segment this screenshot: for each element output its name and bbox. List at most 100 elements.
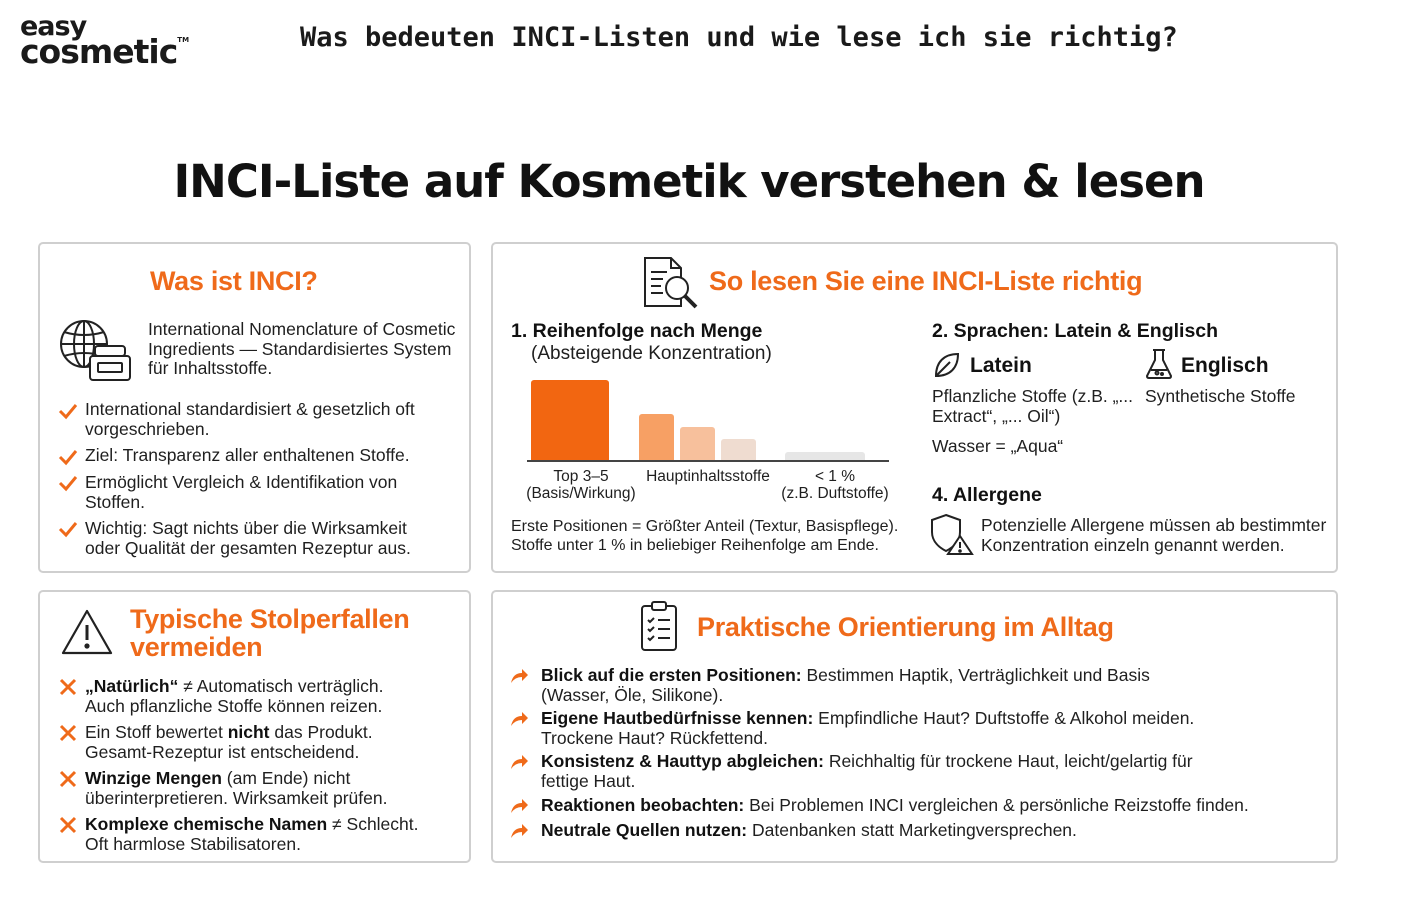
main-heading: INCI-Liste auf Kosmetik verstehen & lese… — [173, 155, 1205, 208]
warning-triangle-icon — [61, 609, 113, 655]
brand-logo[interactable]: easy cosmeticTM — [20, 11, 190, 68]
stolperfalle-item: Winzige Mengen (am Ende) nicht überinter… — [85, 768, 465, 808]
item-line2: (Wasser, Öle, Silikone). — [541, 684, 724, 705]
orientierung-item: Eigene Hautbedürfnisse kennen: Empfindli… — [541, 708, 1331, 748]
stolperfalle-item: „Natürlich“ ≠ Automatisch verträglich. A… — [85, 676, 465, 716]
chart-axis — [527, 460, 889, 462]
check-icon — [58, 476, 78, 492]
latein-desc: Pflanzliche Stoffe (z.B. „... Extract“, … — [932, 386, 1134, 426]
orientierung-item: Konsistenz & Hauttyp abgleichen: Reichha… — [541, 751, 1331, 791]
arrow-icon — [511, 669, 528, 683]
logo-line2: cosmetic — [20, 32, 178, 72]
inci-point: Ziel: Transparenz aller enthaltenen Stof… — [85, 445, 410, 465]
englisch-label: Englisch — [1181, 354, 1269, 377]
check-icon — [58, 522, 78, 538]
item-rest: Bestimmen Haptik, Verträglichkeit und Ba… — [801, 665, 1150, 685]
chart-label-main: Hauptinhaltsstoffe — [646, 468, 770, 485]
item-rest: ≠ Automatisch verträglich. — [178, 676, 384, 696]
item-rest: Reichhaltig für trockene Haut, leicht/ge… — [823, 751, 1193, 771]
card-title: Praktische Orientierung im Alltag — [697, 612, 1114, 642]
label-top: Top 3–5 — [553, 468, 609, 485]
item-line2: überinterpretieren. Wirksamkeit prüfen. — [85, 787, 388, 808]
orientierung-item: Blick auf die ersten Positionen: Bestimm… — [541, 665, 1331, 705]
item-bold: Winzige Mengen — [85, 768, 222, 788]
chart-bar — [721, 439, 756, 462]
card-title: So lesen Sie eine INCI-Liste richtig — [709, 266, 1143, 296]
card-was-ist-inci: Was ist INCI? International Nomenclature… — [38, 242, 471, 573]
reihenfolge-note: Erste Positionen = Größter Anteil (Textu… — [511, 518, 899, 554]
latein-label: Latein — [970, 354, 1032, 377]
orientierung-item: Reaktionen beobachten: Bei Problemen INC… — [541, 795, 1331, 816]
item-bold: „Natürlich“ — [85, 676, 179, 696]
cross-icon — [59, 678, 77, 696]
card-title: Was ist INCI? — [150, 266, 318, 296]
item-line2: Trockene Haut? Rückfettend. — [541, 727, 768, 748]
wasser-aqua: Wasser = „Aqua“ — [932, 436, 1064, 456]
inci-point: International standardisiert & gesetzlic… — [85, 399, 415, 439]
arrow-icon — [511, 799, 528, 813]
shield-warning-icon — [931, 513, 974, 555]
orientierung-item: Neutrale Quellen nutzen: Datenbanken sta… — [541, 820, 1331, 841]
chart-bar — [639, 414, 674, 462]
item-bold: nicht — [227, 722, 270, 742]
item-bold: Reaktionen beobachten: — [541, 795, 745, 815]
item-bold: Konsistenz & Hauttyp abgleichen: — [541, 751, 824, 771]
label-top-sub: (Basis/Wirkung) — [526, 485, 636, 502]
arrow-icon — [511, 824, 528, 838]
item-pre: Ein Stoff bewertet — [85, 722, 228, 742]
page-title: Was bedeuten INCI-Listen und wie lese ic… — [300, 22, 1178, 53]
reihenfolge-subheading: (Absteigende Konzentration) — [531, 343, 772, 364]
item-rest: (am Ende) nicht — [221, 768, 351, 788]
allergene-text: Potenzielle Allergene müssen ab bestimmt… — [981, 515, 1327, 555]
card-title-line2: vermeiden — [130, 632, 263, 662]
cross-icon — [59, 816, 77, 834]
item-line2: Auch pflanzliche Stoffe können reizen. — [85, 695, 383, 716]
chart-label-top: Top 3–5 (Basis/Wirkung) — [523, 468, 639, 502]
item-rest: ≠ Schlecht. — [327, 814, 419, 834]
chart-bar — [785, 452, 865, 462]
item-bold: Neutrale Quellen nutzen: — [541, 820, 748, 840]
label-small: < 1 % — [814, 468, 856, 485]
leaf-icon — [934, 352, 960, 378]
globe-cream-jar-icon — [60, 320, 131, 381]
card-stolperfallen: Typische Stolperfallen vermeiden „Natürl… — [38, 590, 471, 863]
cross-icon — [59, 770, 77, 788]
clipboard-checklist-icon — [641, 601, 677, 651]
card-so-lesen: So lesen Sie eine INCI-Liste richtig 1. … — [491, 242, 1338, 573]
item-line2: fettige Haut. — [541, 770, 636, 791]
sprachen-heading: 2. Sprachen: Latein & Englisch — [932, 320, 1219, 342]
allergene-heading: 4. Allergene — [932, 484, 1042, 506]
item-line2: Gesamt-Rezeptur ist entscheidend. — [85, 741, 360, 762]
cross-icon — [59, 724, 77, 742]
card-title-line1: Typische Stolperfallen — [130, 604, 410, 634]
item-bold: Blick auf die ersten Positionen: — [541, 665, 802, 685]
label-small-sub: (z.B. Duftstoffe) — [781, 485, 889, 502]
arrow-icon — [511, 712, 528, 726]
arrow-icon — [511, 755, 528, 769]
check-icon — [58, 404, 78, 420]
item-rest: Bei Problemen INCI vergleichen & persönl… — [744, 795, 1249, 815]
item-line2: Oft harmlose Stabilisatoren. — [85, 833, 301, 854]
reihenfolge-heading: 1. Reihenfolge nach Menge — [511, 320, 763, 342]
item-rest: Datenbanken statt Marketingversprechen. — [747, 820, 1077, 840]
chart-bar — [531, 380, 609, 462]
concentration-bar-chart — [523, 370, 893, 462]
card-orientierung: Praktische Orientierung im Alltag Blick … — [491, 590, 1338, 863]
logo-line1: easy — [20, 11, 87, 42]
item-rest: das Produkt. — [269, 722, 373, 742]
inci-point: Ermöglicht Vergleich & Identifikation vo… — [85, 472, 398, 512]
item-bold: Eigene Hautbedürfnisse kennen: — [541, 708, 814, 728]
inci-point: Wichtig: Sagt nichts über die Wirksamkei… — [85, 518, 411, 558]
stolperfalle-item: Komplexe chemische Namen ≠ Schlecht. Oft… — [85, 814, 465, 854]
chart-label-small: < 1 % (z.B. Duftstoffe) — [777, 468, 893, 502]
stolperfalle-item: Ein Stoff bewertet nicht das Produkt. Ge… — [85, 722, 465, 762]
item-rest: Empfindliche Haut? Duftstoffe & Alkohol … — [813, 708, 1195, 728]
check-icon — [58, 450, 78, 466]
inci-definition: International Nomenclature of Cosmetic I… — [148, 319, 456, 378]
chart-bar — [680, 427, 715, 462]
document-magnifier-icon — [644, 257, 698, 309]
item-bold: Komplexe chemische Namen — [85, 814, 328, 834]
logo-tm: TM — [177, 36, 190, 45]
flask-icon — [1145, 349, 1173, 379]
englisch-desc: Synthetische Stoffe — [1145, 386, 1296, 406]
